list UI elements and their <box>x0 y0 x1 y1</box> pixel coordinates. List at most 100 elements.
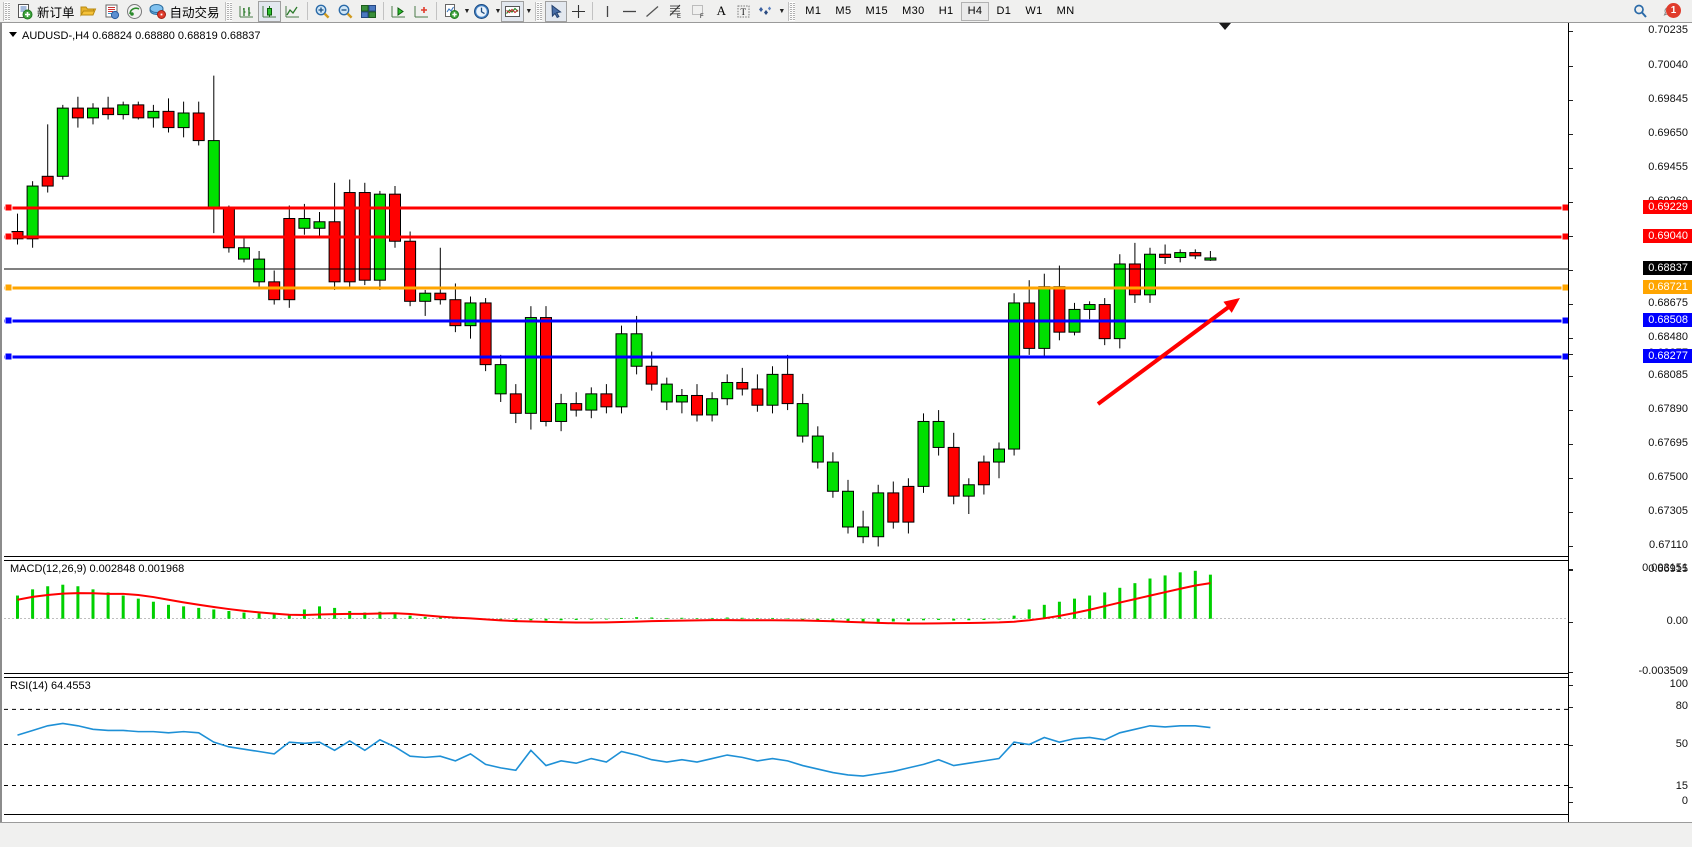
templates-dropdown-arrow[interactable]: ▼ <box>525 7 533 15</box>
horizontal-line-icon[interactable] <box>618 1 641 22</box>
candle <box>328 182 341 290</box>
price-tickmark <box>1569 478 1573 479</box>
price-pane[interactable]: AUDUSD-,H4 0.68824 0.68880 0.68819 0.688… <box>4 23 1568 557</box>
toolbar-grip-3[interactable] <box>535 1 543 21</box>
support-tag[interactable]: 0.68277 <box>1643 349 1692 363</box>
price-tick-label: 0.66915 <box>1648 563 1688 575</box>
candle <box>932 410 945 456</box>
rsi-pane[interactable]: RSI(14) 64.4553 <box>4 677 1568 815</box>
candle <box>26 181 39 248</box>
candle <box>1189 249 1202 260</box>
candle <box>842 479 854 534</box>
candle <box>117 101 130 120</box>
candle <box>977 455 990 495</box>
price-tickmark <box>1569 410 1573 411</box>
notifications-icon[interactable]: 1 <box>1656 1 1686 22</box>
candle <box>1159 244 1172 264</box>
rsi-tick-label: 80 <box>1675 700 1688 712</box>
folder-icon[interactable] <box>77 1 100 22</box>
pivot-tag[interactable]: 0.68721 <box>1643 280 1692 294</box>
toolbar-grip-2[interactable] <box>224 1 232 21</box>
candle <box>902 478 915 534</box>
candle <box>449 283 462 333</box>
price-tickmark <box>1569 570 1573 571</box>
zoom-out-icon[interactable] <box>334 1 357 22</box>
cursor-icon[interactable] <box>545 0 568 22</box>
tf-m15[interactable]: M15 <box>865 5 889 17</box>
bar-chart-icon[interactable] <box>235 1 258 22</box>
candle <box>872 484 885 547</box>
shapes-dropdown-arrow[interactable]: ▼ <box>778 7 786 15</box>
print-preview-icon[interactable] <box>100 1 123 22</box>
tf-m1[interactable]: M1 <box>805 5 822 17</box>
rsi-plot <box>4 708 1568 786</box>
macd-tickmark <box>1569 622 1573 623</box>
chart-shift-icon[interactable] <box>387 1 410 22</box>
candle <box>479 298 492 372</box>
rsi-tick-label: 50 <box>1675 738 1688 750</box>
toolbar-grip[interactable] <box>3 1 10 21</box>
candle <box>207 75 220 234</box>
tf-m5[interactable]: M5 <box>835 5 852 17</box>
tf-w1[interactable]: W1 <box>1025 5 1043 17</box>
candle <box>736 367 749 396</box>
shapes-icon[interactable] <box>754 1 777 22</box>
resistance-tag[interactable]: 0.69229 <box>1643 200 1692 214</box>
tf-m30[interactable]: M30 <box>902 5 925 17</box>
autotrading-icon[interactable] <box>146 1 169 22</box>
support-tag[interactable]: 0.68508 <box>1643 313 1692 327</box>
candle <box>1204 250 1217 261</box>
candle <box>524 306 537 430</box>
trendline-icon[interactable] <box>641 1 664 22</box>
zoom-in-icon[interactable] <box>311 1 334 22</box>
rsi-line <box>17 722 1211 777</box>
macd-pane[interactable]: MACD(12,26,9) 0.002848 0.001968 <box>4 560 1568 674</box>
search-icon[interactable] <box>1629 1 1652 22</box>
last-price-tag[interactable]: 0.68837 <box>1643 261 1692 275</box>
tf-h4[interactable]: H4 <box>960 1 990 21</box>
autotrading-label[interactable]: 自动交易 <box>169 5 220 20</box>
new-order-icon[interactable] <box>13 1 36 22</box>
templates-icon[interactable] <box>501 0 525 22</box>
toolbar-grip-4[interactable] <box>788 1 796 21</box>
tf-h1[interactable]: H1 <box>938 5 954 17</box>
tf-d1[interactable]: D1 <box>996 5 1012 17</box>
candle <box>857 510 870 544</box>
channel-icon[interactable]: F <box>687 1 710 22</box>
chart-collapse-icon[interactable] <box>9 32 17 37</box>
label-icon[interactable]: T <box>732 1 754 22</box>
candle <box>1098 298 1111 346</box>
text-icon[interactable]: A <box>716 3 727 18</box>
indicators-dropdown-arrow[interactable]: ▼ <box>463 7 471 15</box>
candle <box>87 103 99 125</box>
period-icon[interactable] <box>470 1 493 22</box>
candlestick-chart-icon[interactable] <box>257 0 281 22</box>
vertical-line-icon[interactable] <box>596 1 618 22</box>
resistance-tag[interactable]: 0.69040 <box>1643 229 1692 243</box>
symbol-ohlc-label: AUDUSD-,H4 0.68824 0.68880 0.68819 0.688… <box>22 30 261 42</box>
fibonacci-icon[interactable]: E <box>664 1 687 22</box>
candle <box>630 315 643 375</box>
candle <box>1083 301 1096 320</box>
candle <box>993 442 1005 479</box>
auto-scroll-icon[interactable] <box>410 1 433 22</box>
svg-text:F: F <box>700 14 704 19</box>
data-window-icon[interactable] <box>357 1 380 22</box>
price-tick-label: 0.69845 <box>1648 93 1688 105</box>
candle <box>11 213 24 245</box>
candle <box>162 98 175 133</box>
tf-mn[interactable]: MN <box>1056 5 1075 17</box>
price-scale[interactable]: 0.70235 0.70040 0.69845 0.69650 0.69455 0.692… <box>1568 23 1692 823</box>
chart-area[interactable]: AUDUSD-,H4 0.68824 0.68880 0.68819 0.688… <box>0 23 1692 847</box>
candle <box>1144 247 1156 303</box>
new-order-label[interactable]: 新订单 <box>37 5 75 20</box>
crosshair-icon[interactable] <box>567 1 589 22</box>
candle <box>358 182 371 286</box>
connection-icon[interactable] <box>123 1 146 22</box>
period-dropdown-arrow[interactable]: ▼ <box>494 7 502 15</box>
indicators-icon[interactable] <box>440 1 463 22</box>
line-chart-icon[interactable] <box>281 1 304 22</box>
macd-tickmark <box>1569 569 1573 570</box>
price-tickmark <box>1569 270 1573 271</box>
candle <box>691 384 703 422</box>
